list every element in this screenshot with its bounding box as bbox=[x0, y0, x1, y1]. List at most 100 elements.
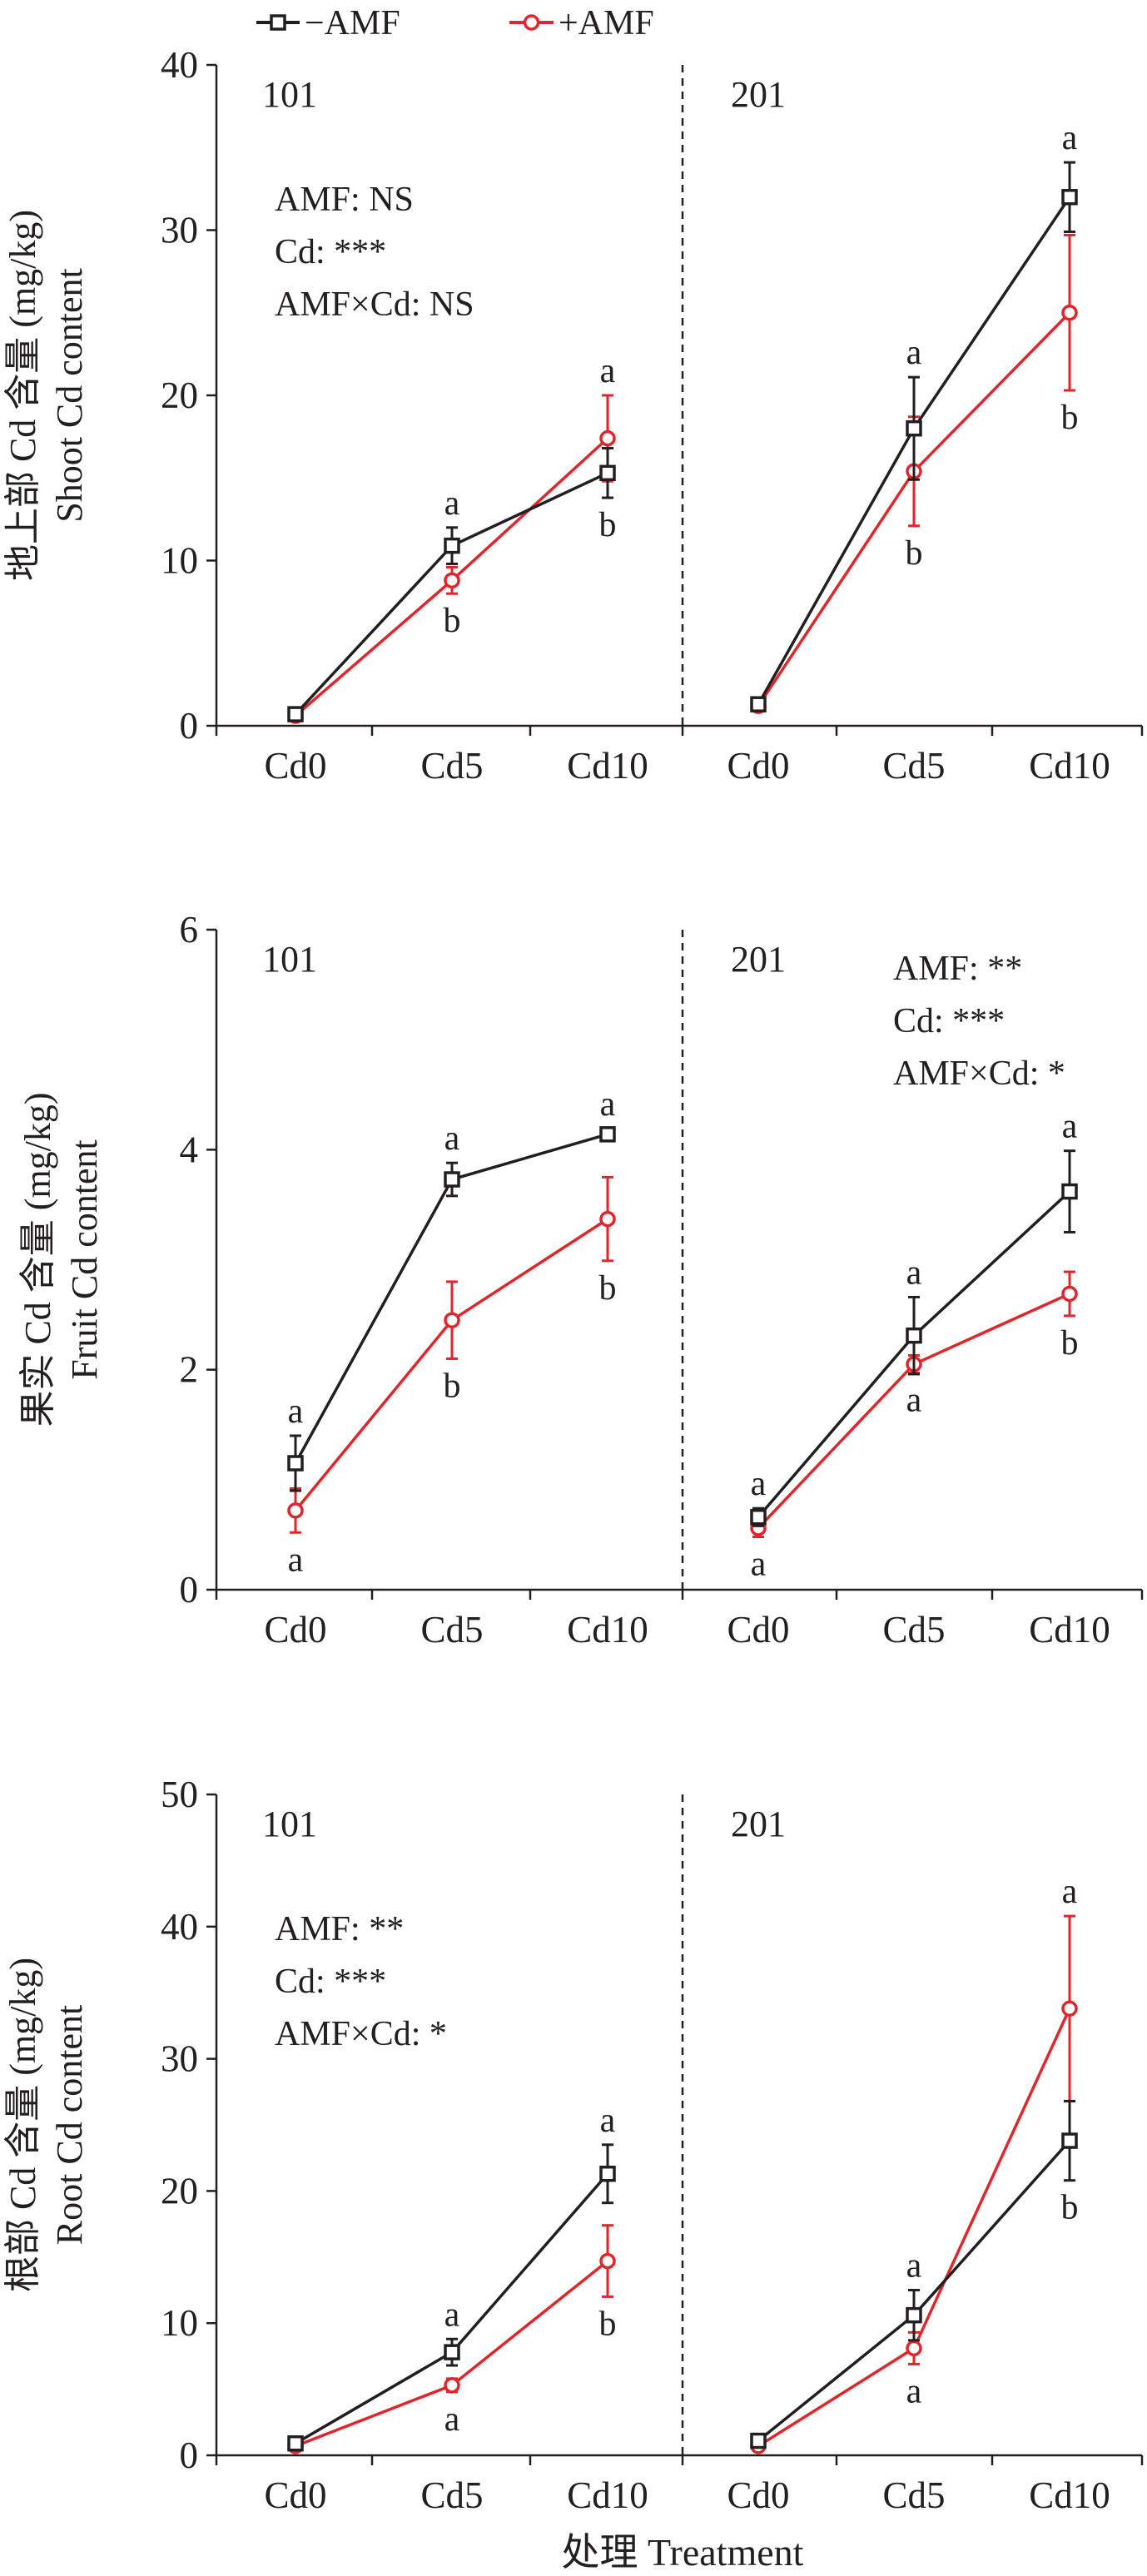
x-axis-title: 处理 Treatment bbox=[562, 2531, 804, 2574]
significance-letter: b bbox=[906, 534, 923, 573]
group-201: Cd0 Cd5 Cd10 201 b b a a bbox=[727, 74, 1110, 787]
data-point-minus-amf bbox=[599, 1126, 616, 1143]
x-tick-label: Cd10 bbox=[567, 2474, 648, 2516]
y-tick-label: 50 bbox=[161, 1774, 198, 1815]
y-tick-label: 30 bbox=[161, 210, 198, 251]
stats-annotation: AMF×Cd: * bbox=[275, 2015, 447, 2053]
legend-marker-circle bbox=[523, 14, 540, 31]
significance-letter: a bbox=[600, 352, 616, 390]
group-label: 201 bbox=[731, 74, 786, 115]
y-axis-label-en: Shoot Cd content bbox=[49, 268, 90, 523]
y-axis-label-en: Root Cd content bbox=[49, 2005, 90, 2245]
group-101: Cd0 Cd5 Cd10 101 AMF: NS Cd: *** AMF×Cd: NS b a a… bbox=[262, 74, 648, 787]
significance-letter: a bbox=[751, 1546, 767, 1584]
significance-letter: a bbox=[288, 1392, 304, 1431]
panel-root-cd-content: 0 10 20 30 40 50 根部 Cd 含量 (mg/kg) Root Cd conte… bbox=[2, 1774, 1144, 2516]
y-axis-label-en: Fruit Cd content bbox=[64, 1139, 105, 1379]
data-point-minus-amf bbox=[906, 419, 922, 437]
group-201: Cd0 Cd5 Cd10 201 a a a b bbox=[727, 1804, 1110, 2516]
y-tick-label: 6 bbox=[180, 909, 199, 950]
data-point-minus-amf bbox=[444, 2344, 460, 2360]
group-label: 201 bbox=[731, 1804, 786, 1844]
data-point-plus-amf bbox=[444, 2377, 460, 2394]
data-point-minus-amf bbox=[287, 2435, 304, 2452]
significance-letter: a bbox=[600, 2102, 616, 2140]
legend-label: +AMF bbox=[559, 4, 654, 42]
stats-annotation: AMF: ** bbox=[893, 950, 1022, 988]
y-tick-label: 40 bbox=[161, 44, 198, 86]
significance-letter: a bbox=[906, 1253, 922, 1292]
significance-letter: b bbox=[599, 2305, 617, 2343]
significance-letter: b bbox=[599, 506, 617, 544]
x-tick-label: Cd10 bbox=[567, 1609, 648, 1650]
data-point-minus-amf bbox=[750, 2432, 767, 2449]
x-tick-label: Cd10 bbox=[1029, 745, 1110, 787]
data-point-minus-amf bbox=[599, 464, 616, 482]
y-tick-label: 0 bbox=[180, 2435, 199, 2476]
data-point-plus-amf bbox=[599, 2252, 616, 2270]
x-tick-label: Cd5 bbox=[420, 1609, 483, 1650]
data-point-minus-amf bbox=[1061, 1183, 1078, 1200]
significance-letter: a bbox=[751, 1465, 767, 1503]
data-point-plus-amf bbox=[599, 429, 616, 447]
data-point-plus-amf bbox=[1061, 305, 1078, 321]
group-label: 101 bbox=[262, 939, 317, 980]
significance-letter: a bbox=[600, 1085, 616, 1124]
group-label: 201 bbox=[731, 939, 786, 980]
data-point-minus-amf bbox=[1061, 2132, 1078, 2149]
y-axis-label-cn: 地上部 Cd 含量 (mg/kg) bbox=[2, 210, 43, 581]
data-point-minus-amf bbox=[750, 1509, 767, 1526]
legend-label: −AMF bbox=[305, 4, 400, 42]
significance-letter: b bbox=[1061, 399, 1079, 437]
significance-letter: b bbox=[1061, 2189, 1079, 2227]
y-tick-label: 20 bbox=[161, 375, 198, 416]
data-point-minus-amf bbox=[444, 1171, 460, 1188]
significance-letter: a bbox=[906, 2372, 922, 2410]
stats-annotation: Cd: *** bbox=[275, 233, 386, 271]
x-tick-label: Cd5 bbox=[882, 745, 945, 787]
significance-letter: b bbox=[1061, 1324, 1079, 1362]
significance-letter: b bbox=[444, 1367, 461, 1405]
data-point-plus-amf bbox=[287, 1502, 304, 1519]
stats-annotation: AMF: ** bbox=[275, 1910, 404, 1948]
significance-letter: a bbox=[906, 2247, 922, 2286]
y-axis-label-cn: 根部 Cd 含量 (mg/kg) bbox=[2, 1958, 43, 2292]
data-point-minus-amf bbox=[287, 706, 304, 722]
data-point-plus-amf bbox=[444, 572, 460, 589]
x-tick-label: Cd5 bbox=[882, 1609, 945, 1650]
y-tick-label: 2 bbox=[180, 1349, 199, 1391]
stats-annotation: Cd: *** bbox=[275, 1963, 386, 2001]
data-point-plus-amf bbox=[1061, 1285, 1078, 1303]
y-tick-label: 10 bbox=[161, 2302, 198, 2344]
data-point-minus-amf bbox=[906, 1327, 922, 1344]
x-tick-label: Cd0 bbox=[727, 1609, 789, 1650]
legend-marker-square bbox=[270, 14, 286, 31]
y-tick-label: 40 bbox=[161, 1906, 198, 1948]
data-point-plus-amf bbox=[599, 1210, 616, 1228]
x-tick-label: Cd5 bbox=[420, 745, 483, 787]
significance-letter: b bbox=[444, 602, 461, 640]
significance-letter: a bbox=[1062, 119, 1078, 157]
y-tick-label: 0 bbox=[180, 705, 199, 747]
group-101: Cd0 Cd5 Cd10 101 AMF: ** Cd: *** AMF×Cd: * a b a a bbox=[262, 1804, 648, 2516]
significance-letter: a bbox=[906, 1382, 922, 1420]
group-101: Cd0 Cd5 Cd10 101 a b b a a a bbox=[262, 939, 648, 1650]
stats-annotation: AMF×Cd: * bbox=[893, 1055, 1065, 1093]
stats-annotation: Cd: *** bbox=[893, 1002, 1005, 1040]
group-label: 101 bbox=[262, 74, 317, 115]
significance-letter: a bbox=[444, 2296, 460, 2334]
y-tick-label: 10 bbox=[161, 540, 198, 582]
significance-letter: a bbox=[444, 1119, 460, 1158]
group-label: 101 bbox=[262, 1804, 317, 1844]
significance-letter: b bbox=[599, 1269, 617, 1308]
significance-letter: a bbox=[288, 1541, 304, 1579]
x-tick-label: Cd0 bbox=[264, 2474, 326, 2516]
y-tick-label: 4 bbox=[180, 1129, 199, 1170]
x-tick-label: Cd0 bbox=[727, 745, 789, 787]
data-point-minus-amf bbox=[599, 2166, 616, 2182]
data-point-plus-amf bbox=[444, 1312, 460, 1328]
data-point-minus-amf bbox=[750, 696, 767, 712]
significance-letter: a bbox=[444, 2400, 460, 2439]
